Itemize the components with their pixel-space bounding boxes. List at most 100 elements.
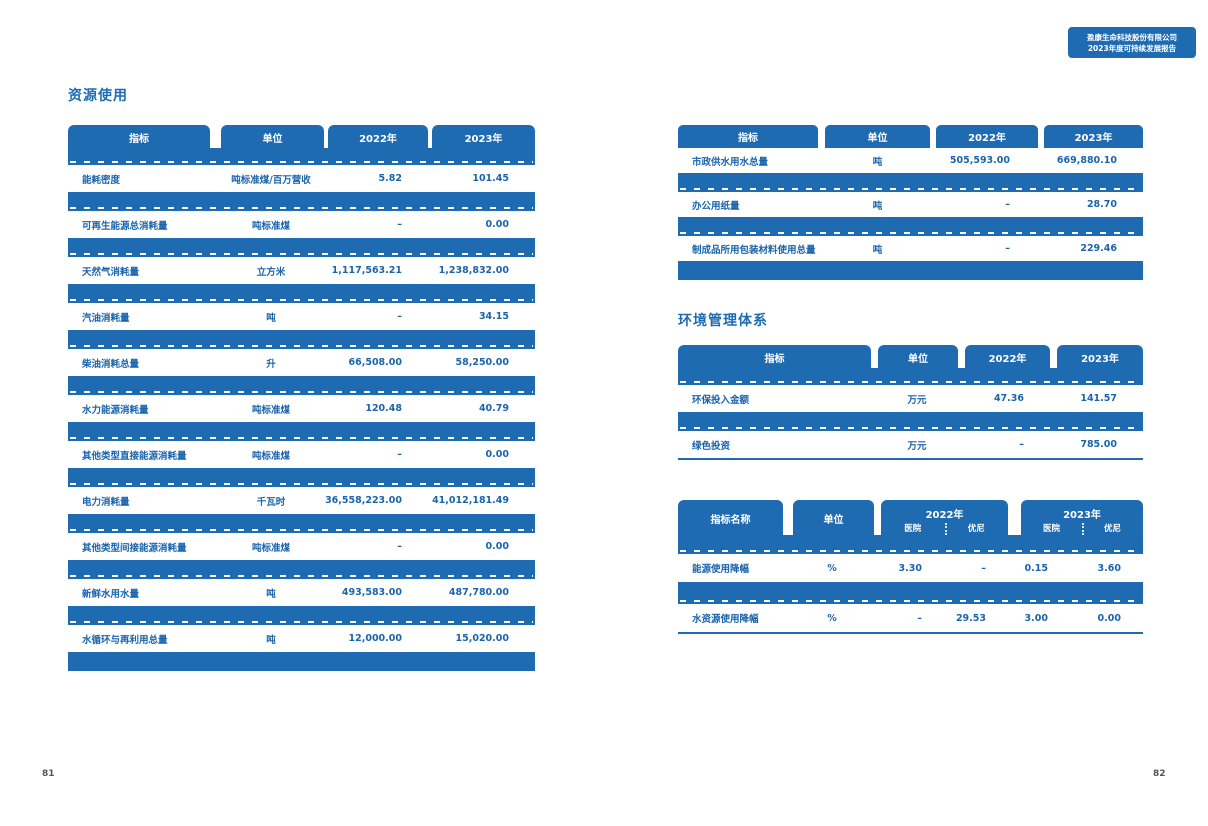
cell-name: 制成品所用包装材料使用总量 bbox=[692, 244, 816, 256]
column-group-2023: 2023年 医院 优尼 bbox=[1021, 500, 1143, 536]
cell-unit: 万元 bbox=[907, 394, 927, 406]
header-base-band bbox=[678, 535, 1143, 554]
table-row: 电力消耗量 千瓦时 36,558,223.00 41,012,181.49 bbox=[68, 487, 535, 514]
table-row: 可再生能源总消耗量 吨标准煤 – 0.00 bbox=[68, 211, 535, 238]
dotted-divider bbox=[944, 522, 947, 535]
table-row: 能耗密度 吨标准煤/百万营收 5.82 101.45 bbox=[68, 165, 535, 192]
env-management-table: 指标 单位 2022年 2023年 环保投入金额 万元 47.36 141.57 绿色投… bbox=[678, 345, 1143, 460]
cell-sval: – bbox=[981, 562, 986, 574]
table-row: 能源使用降幅% 3.30 – 0.15 3.60 bbox=[678, 554, 1143, 582]
cell-val: 101.45 bbox=[472, 173, 509, 184]
cell-val: 229.46 bbox=[1080, 243, 1117, 254]
cell-name: 其他类型间接能源消耗量 bbox=[82, 542, 187, 554]
cell-name: 能源使用降幅 bbox=[692, 564, 750, 575]
cell-val: 669,880.10 bbox=[1056, 155, 1117, 166]
cell-val: 36,558,223.00 bbox=[325, 495, 402, 506]
cell-name: 电力消耗量 bbox=[82, 496, 130, 508]
column-header-2023: 2023年 bbox=[432, 125, 535, 149]
cell-val: 34.15 bbox=[478, 311, 509, 322]
table-row: 水资源使用降幅% – 29.53 3.00 0.00 bbox=[678, 604, 1143, 632]
cell-sval: 0.00 bbox=[1097, 612, 1121, 624]
cell-name: 办公用纸量 bbox=[692, 200, 740, 212]
subcolumn-youni: 优尼 bbox=[967, 523, 985, 534]
row-separator-band bbox=[678, 412, 1143, 431]
cell-unit: 吨标准煤/百万营收 bbox=[231, 174, 311, 186]
row-separator-band bbox=[678, 217, 1143, 236]
column-header-indicator: 指标 bbox=[68, 125, 210, 149]
resource-usage-table: 指标 单位 2022年 2023年 能耗密度 吨标准煤/百万营收 5.82 101.4… bbox=[68, 125, 535, 671]
row-separator-band bbox=[68, 422, 535, 441]
group-label-2023: 2023年 bbox=[1063, 509, 1101, 521]
cell-name: 水资源使用降幅 bbox=[692, 614, 759, 625]
cell-name: 可再生能源总消耗量 bbox=[82, 220, 168, 232]
cell-val: – bbox=[397, 311, 402, 322]
table-body: 能源使用降幅% 3.30 – 0.15 3.60 水资源使用降幅% – 29.53 3.00 0.… bbox=[678, 554, 1143, 634]
table-row: 绿色投资 万元 – 785.00 bbox=[678, 431, 1143, 458]
column-header-unit: 单位 bbox=[878, 345, 958, 369]
cell-unit: 吨 bbox=[266, 588, 276, 600]
cell-val: – bbox=[397, 219, 402, 230]
row-separator-band bbox=[678, 261, 1143, 280]
column-header-indicator: 指标 bbox=[678, 125, 818, 148]
cell-unit: 吨标准煤 bbox=[251, 404, 290, 416]
column-header-2022: 2022年 bbox=[328, 125, 428, 149]
subheader-row: 医院 优尼 bbox=[1021, 522, 1143, 535]
cell-unit: 万元 bbox=[907, 440, 927, 452]
table-header: 指标 单位 2022年 2023年 bbox=[678, 345, 1143, 385]
cell-val: – bbox=[1005, 199, 1010, 210]
subcolumn-youni: 优尼 bbox=[1103, 523, 1121, 534]
row-separator-band bbox=[68, 606, 535, 625]
cell-unit: % bbox=[827, 562, 837, 574]
cell-unit: 吨 bbox=[872, 200, 883, 212]
table-row: 市政供水用水总量 吨 505,593.00 669,880.10 bbox=[678, 148, 1143, 173]
cell-val: 66,508.00 bbox=[348, 357, 403, 368]
cell-val: 120.48 bbox=[365, 403, 402, 414]
header-base-band bbox=[678, 368, 1143, 385]
table-row: 天然气消耗量 立方米 1,117,563.21 1,238,832.00 bbox=[68, 257, 535, 284]
row-separator-band bbox=[68, 238, 535, 257]
cell-unit: 吨标准煤 bbox=[251, 450, 290, 462]
cell-val: 141.57 bbox=[1080, 393, 1117, 404]
cell-val: 505,593.00 bbox=[949, 155, 1010, 166]
cell-unit: % bbox=[827, 612, 837, 624]
cell-unit: 吨 bbox=[266, 634, 276, 646]
cell-val: 12,000.00 bbox=[348, 633, 403, 644]
subcolumn-hospital: 医院 bbox=[1042, 523, 1060, 534]
page-number-right: 82 bbox=[1153, 769, 1166, 779]
cell-val: 15,020.00 bbox=[455, 633, 510, 644]
cell-sval: 3.60 bbox=[1097, 562, 1121, 574]
table-row: 环保投入金额 万元 47.36 141.57 bbox=[678, 385, 1143, 412]
row-separator-band bbox=[68, 514, 535, 533]
column-group-2022: 2022年 医院 优尼 bbox=[881, 500, 1008, 536]
column-header-indicator-name: 指标名称 bbox=[678, 500, 783, 536]
cell-val: 785.00 bbox=[1080, 439, 1117, 450]
left-page-title: 资源使用 bbox=[68, 88, 128, 104]
dotted-divider bbox=[1082, 522, 1084, 535]
table-header: 指标名称 单位 2022年 医院 优尼 2023年 医院 优尼 bbox=[678, 500, 1143, 554]
water-paper-table: 指标 单位 2022年 2023年 市政供水用水总量吨 505,593.00 669… bbox=[678, 125, 1143, 280]
cell-sval: 3.00 bbox=[1024, 612, 1048, 624]
cell-name: 水循环与再利用总量 bbox=[82, 634, 168, 646]
cell-unit: 吨 bbox=[872, 156, 883, 168]
cell-unit: 吨 bbox=[872, 244, 883, 256]
table-body: 环保投入金额 万元 47.36 141.57 绿色投资 万元 –785.00 bbox=[678, 385, 1143, 460]
cell-name: 环保投入金额 bbox=[692, 394, 750, 406]
column-header-2022: 2022年 bbox=[965, 345, 1050, 369]
cell-name: 市政供水用水总量 bbox=[692, 156, 769, 168]
column-header-2022: 2022年 bbox=[936, 125, 1038, 148]
company-name: 盈康生命科技股份有限公司 bbox=[1087, 32, 1177, 42]
table-row: 水循环与再利用总量 吨 12,000.00 15,020.00 bbox=[68, 625, 535, 652]
table-row: 新鲜水用水量 吨 493,583.00 487,780.00 bbox=[68, 579, 535, 606]
header-base-band bbox=[68, 148, 535, 165]
cell-val: 493,583.00 bbox=[341, 587, 402, 598]
cell-unit: 升 bbox=[266, 358, 276, 370]
row-separator-band bbox=[678, 582, 1143, 604]
table-row: 其他类型直接能源消耗量 吨标准煤 – 0.00 bbox=[68, 441, 535, 468]
cell-name: 水力能源消耗量 bbox=[82, 404, 149, 416]
cell-val: 0.00 bbox=[485, 449, 509, 460]
subcolumn-hospital: 医院 bbox=[904, 523, 922, 534]
row-separator-band bbox=[68, 376, 535, 395]
group-label-2022: 2022年 bbox=[925, 509, 964, 521]
row-separator-band bbox=[68, 652, 535, 671]
